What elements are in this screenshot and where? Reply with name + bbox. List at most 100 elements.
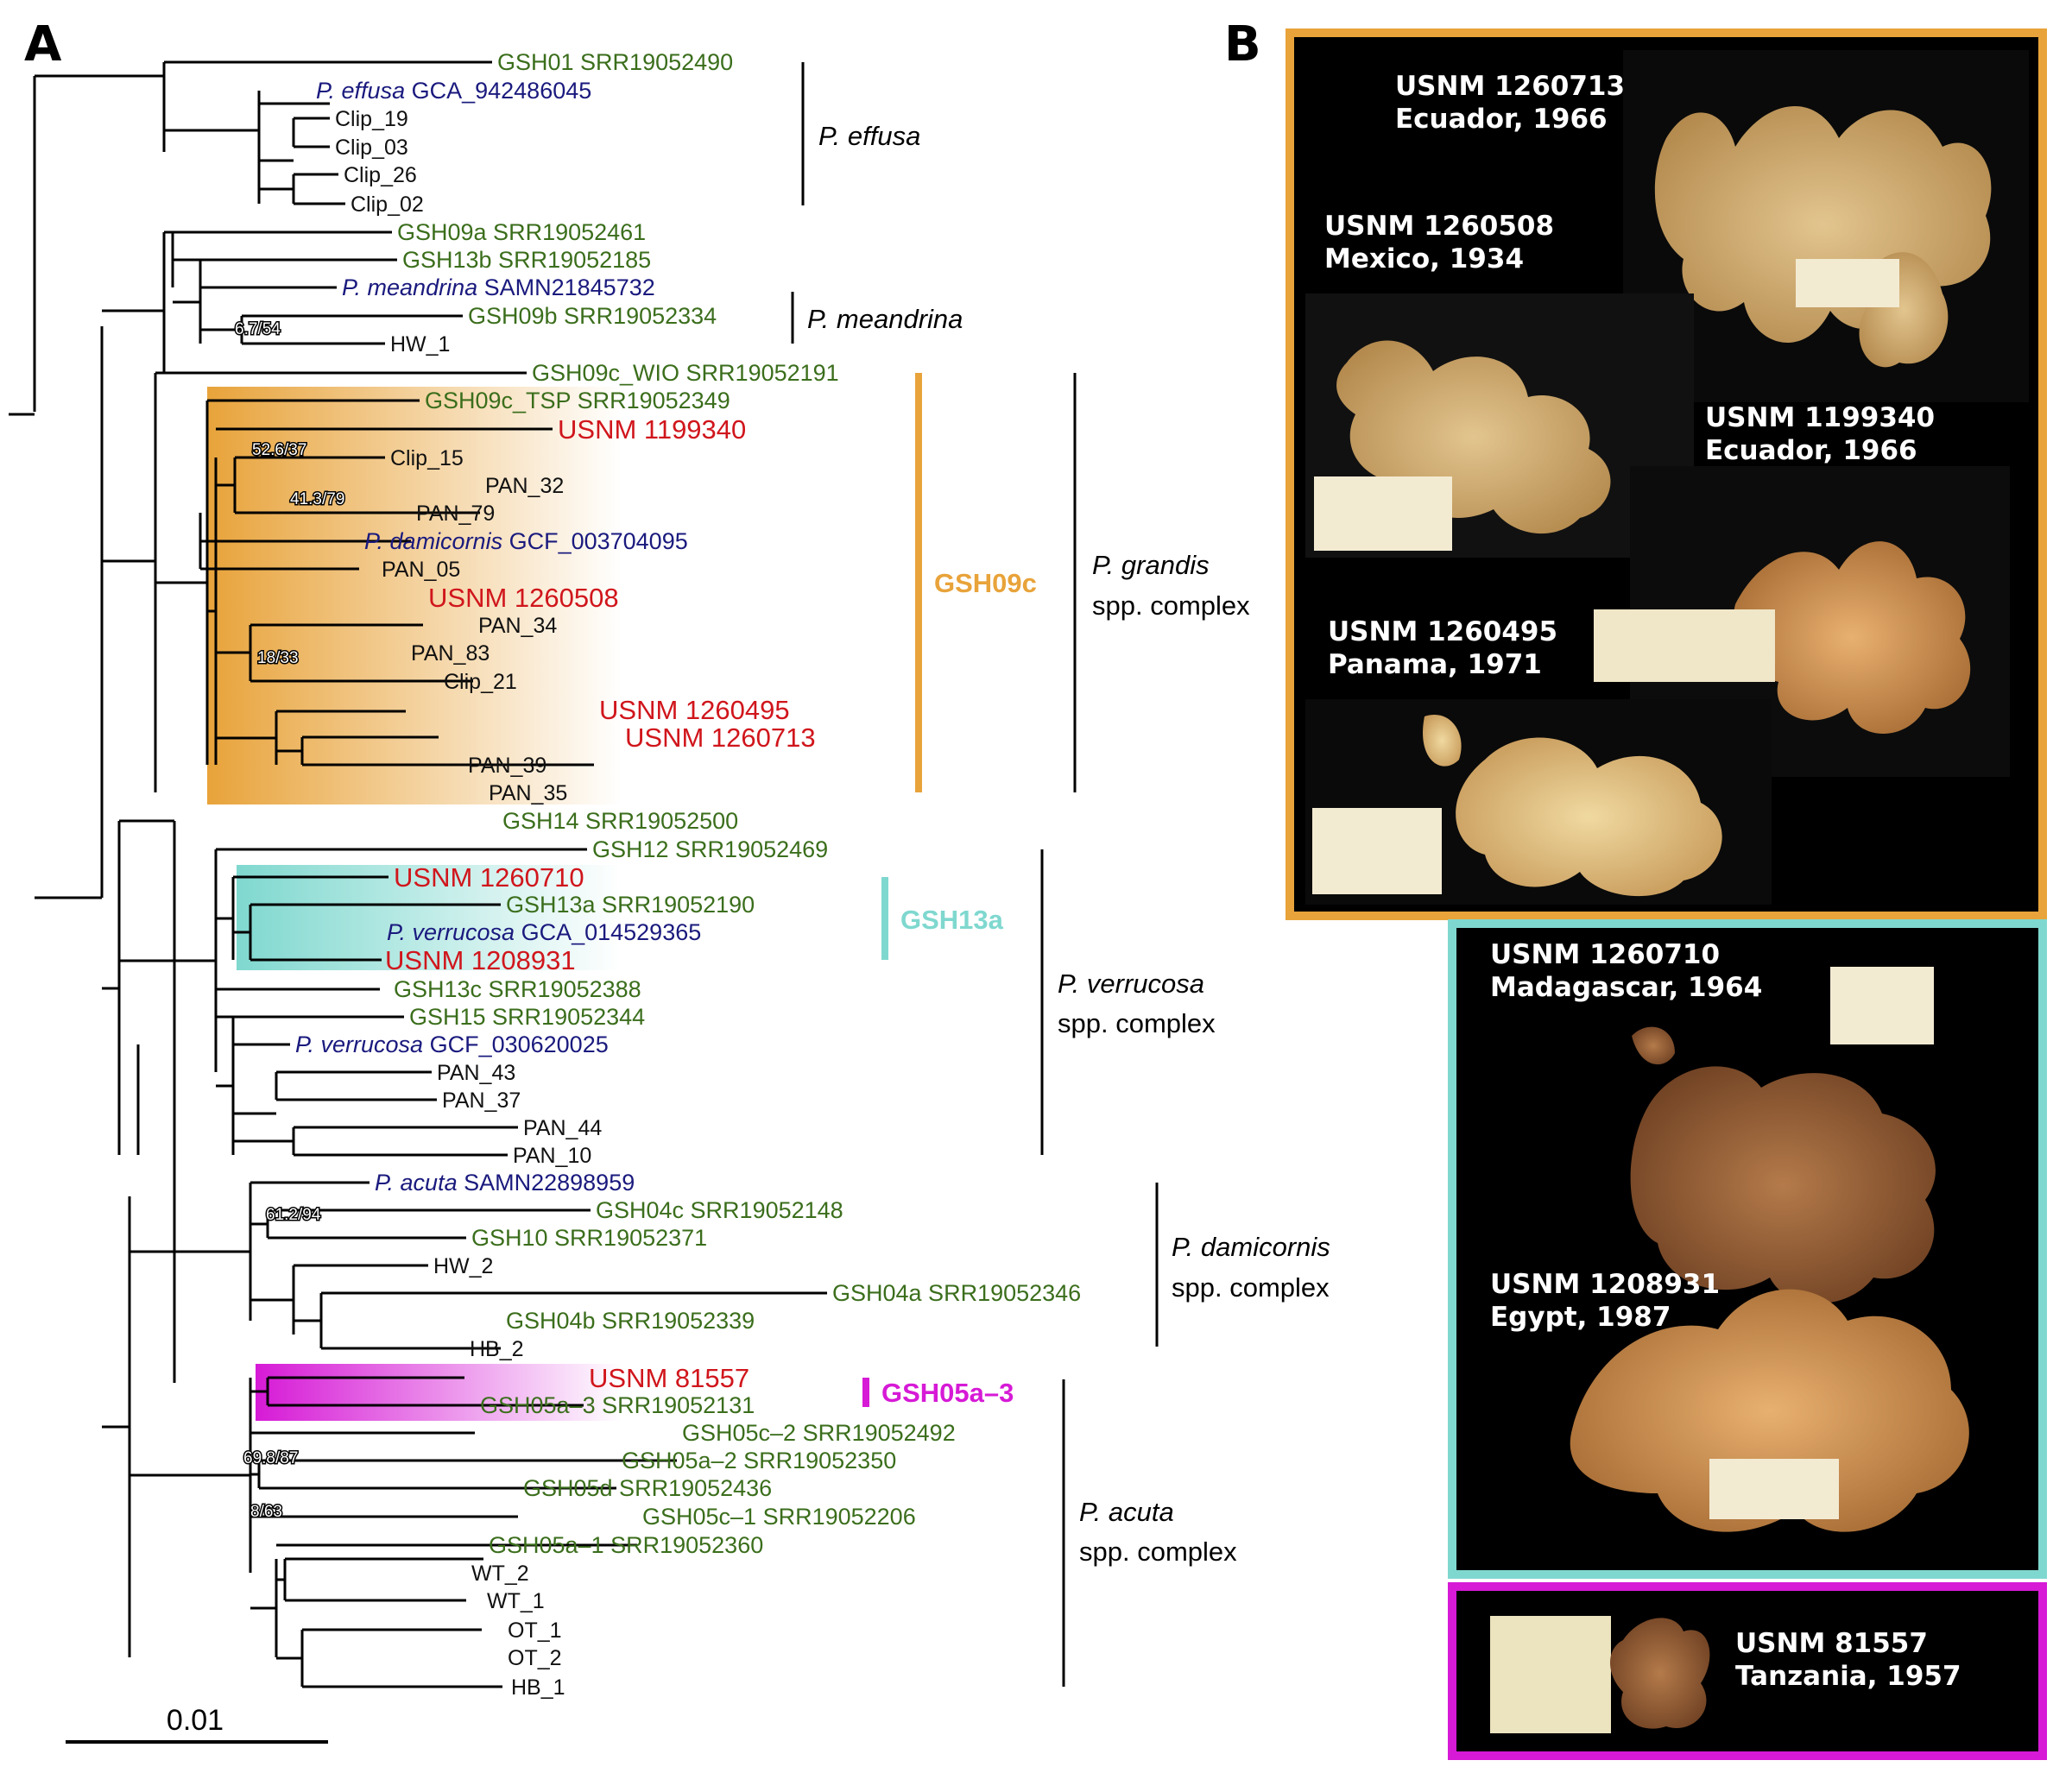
tip-label-accession: USNM 1208931 [385, 945, 576, 975]
tip-label: PAN_83 [411, 641, 490, 666]
node-support-label: 8/63 [250, 1503, 282, 1521]
tip-label-accession: GSH09b SRR19052334 [468, 303, 717, 329]
clade-label-damicornis: P. damicornis [1172, 1232, 1330, 1262]
tip-label-accession: GSH12 SRR19052469 [592, 836, 828, 862]
tip-label-accession: HB_2 [470, 1337, 524, 1361]
tip-label: Clip_21 [444, 670, 517, 694]
clade-bars [791, 62, 1159, 1687]
tip-label-accession: GSH05a–3 SRR19052131 [480, 1392, 755, 1418]
tip-label: PAN_35 [489, 781, 567, 805]
tip-label: GSH04c SRR19052148 [596, 1197, 843, 1223]
tip-label: PAN_44 [523, 1116, 602, 1140]
tip-label-accession: GSH13a SRR19052190 [506, 892, 755, 918]
tip-label: PAN_37 [442, 1088, 521, 1113]
tip-label-accession: USNM 1260495 [599, 695, 790, 725]
tip-label-species: P. verrucosa [387, 919, 515, 945]
label-usnm-1260713-id: USNM 1260713 [1395, 71, 1625, 102]
tip-label: P. effusa GCA_942486045 [316, 78, 591, 104]
tip-label-accession: GSH09c_WIO SRR19052191 [532, 360, 839, 386]
tip-label-accession: WT_2 [471, 1562, 529, 1586]
tip-label-accession: PAN_10 [513, 1144, 591, 1168]
clade-sublabel-damicornis: spp. complex [1172, 1272, 1330, 1303]
panel-b-letter: B [1224, 16, 1261, 73]
photo-usnm-1260710 [1630, 967, 1936, 1303]
tip-label-accession: USNM 1260713 [625, 722, 816, 753]
tip-label: GSH12 SRR19052469 [592, 836, 828, 862]
tip-label-accession: Clip_15 [390, 446, 464, 470]
tip-label-accession: GSH10 SRR19052371 [471, 1225, 707, 1251]
tip-label-accession: GSH09c_TSP SRR19052349 [425, 388, 730, 413]
tip-label: USNM 1260508 [428, 583, 619, 613]
clade-labels: P. effusa P. meandrina P. grandis spp. c… [807, 121, 1330, 1567]
clade-sublabel-verrucosa: spp. complex [1058, 1008, 1216, 1038]
tip-label-accession: GSH04b SRR19052339 [506, 1308, 755, 1334]
tip-label-accession: USNM 1260508 [428, 583, 619, 613]
tip-label: P. verrucosa GCF_030620025 [295, 1032, 609, 1057]
clade-sublabel-grandis: spp. complex [1092, 590, 1250, 621]
tip-label-accession: USNM 1199340 [558, 414, 746, 445]
tip-label: PAN_32 [485, 474, 564, 498]
tip-label-species: P. effusa [316, 78, 405, 104]
tip-label-accession: PAN_79 [416, 502, 495, 526]
label-usnm-1260508-place: Mexico, 1934 [1324, 243, 1524, 274]
tip-label: OT_1 [508, 1618, 562, 1643]
tip-label: Clip_15 [390, 446, 464, 470]
clade-label-grandis: P. grandis [1092, 550, 1210, 580]
label-usnm-81557-id: USNM 81557 [1735, 1628, 1928, 1659]
tip-label: GSH13a SRR19052190 [506, 892, 755, 918]
tip-label: GSH09b SRR19052334 [468, 303, 717, 329]
tip-label-accession: GCF_030620025 [423, 1032, 609, 1057]
tip-label-accession: PAN_39 [468, 754, 546, 778]
tip-label: WT_2 [471, 1562, 529, 1586]
tip-label-species: P. verrucosa [295, 1032, 423, 1057]
node-support-label: 52.6/37 [252, 441, 306, 459]
tip-label-accession: GSH09a SRR19052461 [397, 219, 646, 245]
tip-label-accession: HW_1 [390, 332, 450, 356]
tip-label: GSH05c–1 SRR19052206 [642, 1504, 916, 1530]
label-usnm-1260710-id: USNM 1260710 [1490, 939, 1720, 970]
label-usnm-1199340-id: USNM 1199340 [1705, 402, 1935, 433]
tip-label-accession: GSH05a–2 SRR19052350 [622, 1448, 896, 1473]
tip-label: PAN_10 [513, 1144, 591, 1168]
tip-label-species: P. meandrina [342, 274, 477, 300]
tip-label-accession: SAMN21845732 [477, 274, 655, 300]
scale-bar-label: 0.01 [167, 1704, 224, 1737]
phylogenetic-tree [9, 60, 827, 1688]
tip-label-accession: HB_1 [511, 1675, 565, 1700]
tip-label-accession: GCA_014529365 [515, 919, 701, 945]
label-usnm-1260508-id: USNM 1260508 [1324, 211, 1554, 242]
gsh13a-highlight-box [237, 865, 622, 970]
clade-sublabel-acuta: spp. complex [1079, 1536, 1237, 1567]
highlight-label-gsh09c: GSH09c [934, 568, 1037, 598]
tip-label: GSH13b SRR19052185 [402, 247, 651, 273]
tip-label: GSH05a–1 SRR19052360 [489, 1532, 763, 1558]
tip-label-accession: GSH04a SRR19052346 [832, 1280, 1081, 1306]
node-support-label: 61.2/94 [266, 1206, 321, 1224]
tip-label-accession: HW_2 [433, 1254, 493, 1278]
tip-label-accession: GSH05c–2 SRR19052492 [682, 1420, 956, 1446]
tip-label: Clip_02 [351, 192, 424, 217]
photo-usnm-1260508 [1305, 293, 1694, 558]
tip-label: GSH09a SRR19052461 [397, 219, 646, 245]
tip-label: GSH09c_WIO SRR19052191 [532, 360, 839, 386]
tip-label-species: P. damicornis [364, 528, 502, 554]
clade-label-acuta: P. acuta [1079, 1497, 1174, 1527]
node-support-label: 69.8/87 [243, 1449, 298, 1467]
tip-label-accession: USNM 1260710 [394, 862, 584, 893]
tip-label-accession: Clip_02 [351, 192, 424, 217]
tip-label-accession: Clip_03 [335, 136, 408, 160]
photo-usnm-1199340 [1594, 466, 2010, 777]
clade-label-meandrina: P. meandrina [807, 304, 963, 334]
tip-label-accession: PAN_34 [478, 614, 557, 638]
tip-label: P. damicornis GCF_003704095 [364, 528, 688, 554]
tip-label: GSH04b SRR19052339 [506, 1308, 755, 1334]
tip-label-accession: GSH14 SRR19052500 [502, 808, 738, 834]
tip-label-accession: OT_2 [508, 1646, 562, 1670]
tip-label-accession: WT_1 [487, 1589, 545, 1613]
tip-label: USNM 1260710 [394, 862, 584, 893]
tip-label: PAN_79 [416, 502, 495, 526]
tip-label: P. meandrina SAMN21845732 [342, 274, 655, 300]
tip-label: GSH10 SRR19052371 [471, 1225, 707, 1251]
tip-label-accession: GSH04c SRR19052148 [596, 1197, 843, 1223]
